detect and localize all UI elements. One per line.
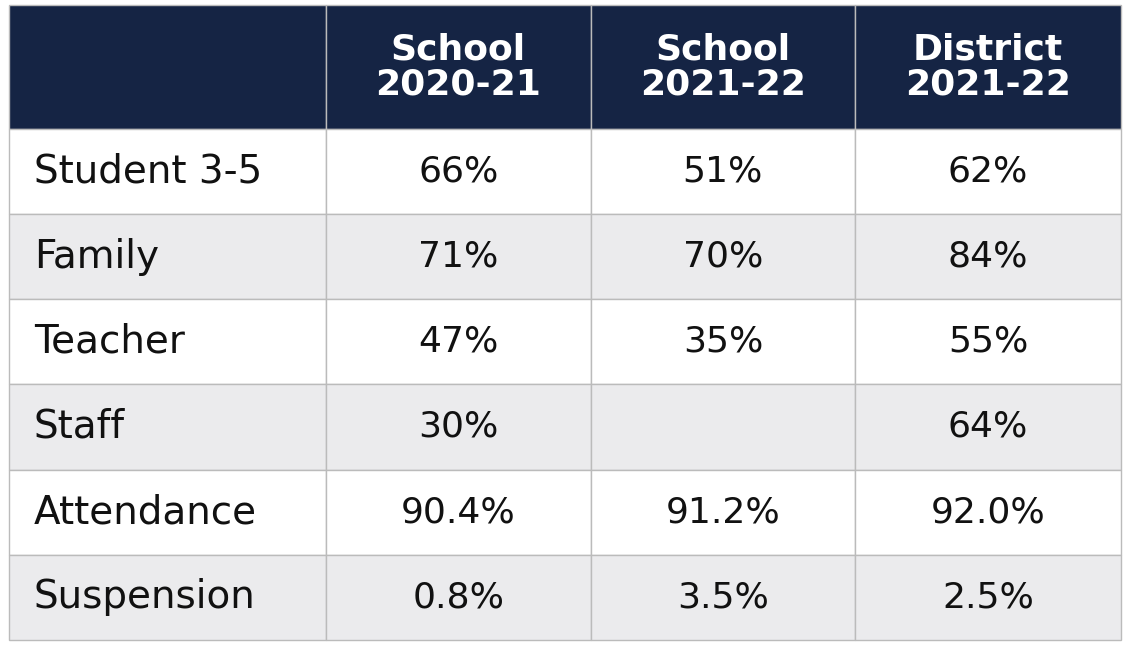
Text: 51%: 51% — [683, 155, 763, 188]
Text: 2021-22: 2021-22 — [905, 68, 1071, 102]
Text: 92.0%: 92.0% — [931, 495, 1045, 529]
Text: 35%: 35% — [683, 325, 763, 359]
Text: 66%: 66% — [418, 155, 498, 188]
Text: Staff: Staff — [34, 408, 125, 446]
Bar — [325, 470, 591, 555]
Text: 55%: 55% — [948, 325, 1028, 359]
Bar — [9, 214, 325, 299]
Bar — [9, 470, 325, 555]
Bar — [325, 5, 591, 129]
Text: Suspension: Suspension — [34, 579, 255, 616]
Text: Student 3-5: Student 3-5 — [34, 152, 262, 190]
Text: District: District — [913, 32, 1063, 66]
Text: 64%: 64% — [948, 410, 1028, 444]
Text: Family: Family — [34, 237, 159, 275]
Text: Teacher: Teacher — [34, 322, 185, 361]
Text: 2.5%: 2.5% — [942, 580, 1034, 614]
Text: School: School — [655, 32, 791, 66]
Bar — [855, 299, 1121, 384]
Bar — [325, 214, 591, 299]
Bar — [855, 470, 1121, 555]
Bar — [591, 555, 855, 640]
Text: Attendance: Attendance — [34, 493, 257, 531]
Bar — [9, 5, 325, 129]
Bar — [855, 384, 1121, 470]
Text: 30%: 30% — [418, 410, 498, 444]
Bar — [591, 5, 855, 129]
Text: 47%: 47% — [418, 325, 498, 359]
Text: 0.8%: 0.8% — [412, 580, 504, 614]
Bar — [325, 299, 591, 384]
Bar — [855, 555, 1121, 640]
Text: 3.5%: 3.5% — [677, 580, 768, 614]
Text: 71%: 71% — [418, 240, 498, 273]
Bar — [855, 5, 1121, 129]
Text: 91.2%: 91.2% — [666, 495, 781, 529]
Bar — [325, 555, 591, 640]
Text: 62%: 62% — [948, 155, 1028, 188]
Text: 70%: 70% — [683, 240, 763, 273]
Bar — [325, 384, 591, 470]
Text: 2021-22: 2021-22 — [640, 68, 806, 102]
Text: 90.4%: 90.4% — [401, 495, 515, 529]
Bar — [591, 384, 855, 470]
Bar — [855, 214, 1121, 299]
Bar — [855, 129, 1121, 214]
Text: School: School — [391, 32, 525, 66]
Bar — [325, 129, 591, 214]
Bar — [591, 129, 855, 214]
Text: 2020-21: 2020-21 — [375, 68, 541, 102]
Bar — [591, 214, 855, 299]
Bar — [9, 555, 325, 640]
Text: 84%: 84% — [948, 240, 1028, 273]
Bar — [591, 470, 855, 555]
Bar — [9, 384, 325, 470]
Bar — [9, 129, 325, 214]
Bar — [9, 299, 325, 384]
Bar — [591, 299, 855, 384]
